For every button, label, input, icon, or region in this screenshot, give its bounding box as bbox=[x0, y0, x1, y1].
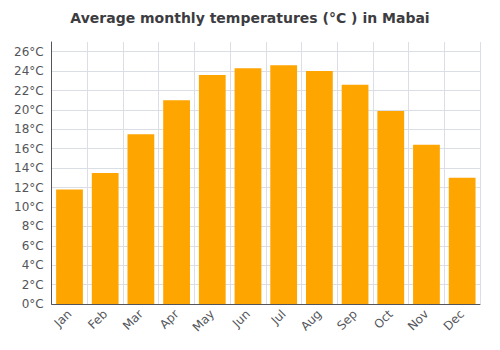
svg-text:Apr: Apr bbox=[157, 307, 182, 332]
svg-text:16°C: 16°C bbox=[14, 142, 44, 156]
svg-text:20°C: 20°C bbox=[14, 103, 44, 117]
svg-text:Average monthly temperatures (: Average monthly temperatures (°C ) in Ma… bbox=[70, 10, 429, 26]
svg-text:May: May bbox=[190, 307, 217, 334]
svg-text:14°C: 14°C bbox=[14, 161, 44, 175]
svg-text:Dec: Dec bbox=[441, 307, 467, 333]
svg-text:Mar: Mar bbox=[120, 307, 146, 333]
svg-text:Jun: Jun bbox=[229, 307, 253, 331]
svg-text:8°C: 8°C bbox=[22, 219, 44, 233]
svg-text:22°C: 22°C bbox=[14, 84, 44, 98]
svg-text:Nov: Nov bbox=[405, 307, 431, 333]
svg-text:Sep: Sep bbox=[334, 307, 360, 333]
svg-text:18°C: 18°C bbox=[14, 122, 44, 136]
svg-text:10°C: 10°C bbox=[14, 200, 44, 214]
svg-text:24°C: 24°C bbox=[14, 64, 44, 78]
svg-text:12°C: 12°C bbox=[14, 181, 44, 195]
svg-text:Jul: Jul bbox=[268, 307, 289, 328]
svg-text:Jan: Jan bbox=[51, 307, 75, 331]
svg-text:26°C: 26°C bbox=[14, 45, 44, 59]
svg-text:Aug: Aug bbox=[298, 307, 324, 333]
svg-text:4°C: 4°C bbox=[22, 258, 44, 272]
svg-text:2°C: 2°C bbox=[22, 278, 44, 292]
svg-text:Oct: Oct bbox=[371, 307, 396, 332]
svg-text:6°C: 6°C bbox=[22, 239, 44, 253]
svg-text:0°C: 0°C bbox=[22, 297, 44, 311]
svg-text:Feb: Feb bbox=[85, 307, 110, 332]
